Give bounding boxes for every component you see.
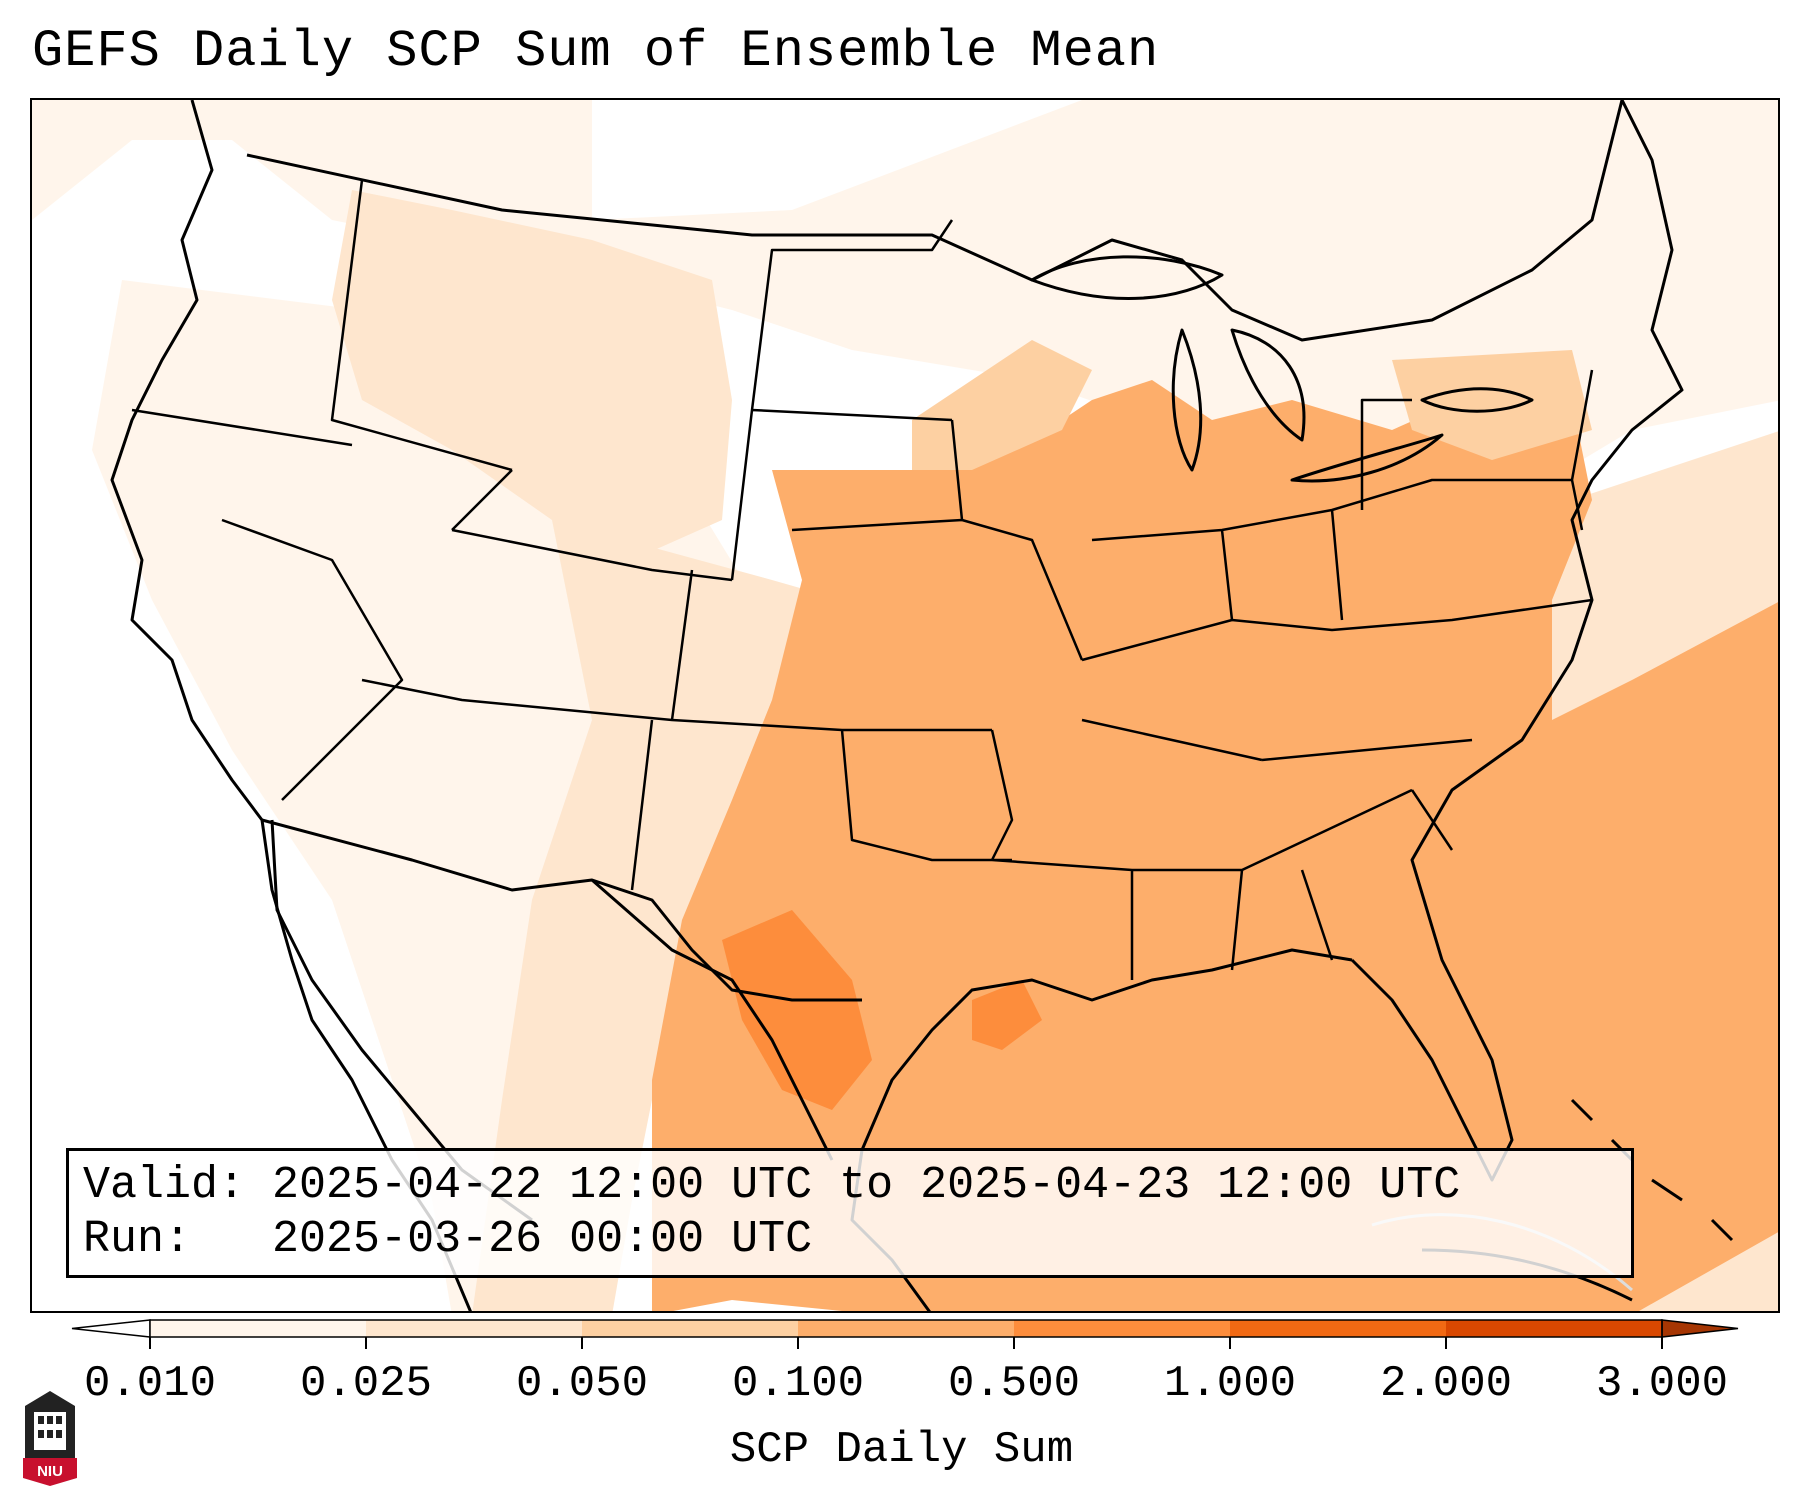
run-label: Run:: [83, 1214, 192, 1265]
lake-huron: [1230, 328, 1306, 442]
colorbar-segment: [150, 1320, 367, 1337]
colorbar-segments: [71, 1319, 1739, 1338]
valid-line: Valid: 2025-04-22 12:00 UTC to 2025-04-2…: [83, 1159, 1631, 1213]
colorbar-segment: [798, 1320, 1015, 1337]
shading-level3-north: [912, 340, 1092, 470]
colorbar-tick-label: 0.100: [732, 1359, 864, 1409]
colorbar-tick-label: 2.000: [1380, 1359, 1512, 1409]
map-title: GEFS Daily SCP Sum of Ensemble Mean: [32, 22, 1160, 81]
run-value: 2025-03-26 00:00 UTC: [272, 1214, 813, 1265]
colorbar-tick-label: 3.000: [1596, 1359, 1728, 1409]
niu-logo: NIU: [23, 1391, 77, 1486]
colorbar-tick-label: 0.025: [300, 1359, 432, 1409]
colorbar-segment: [1446, 1320, 1663, 1337]
colorbar-border: [149, 1319, 1663, 1338]
west-coast: [110, 100, 472, 1311]
boundary-lines: [110, 100, 1734, 1311]
valid-value: 2025-04-22 12:00 UTC to 2025-04-23 12:00…: [272, 1160, 1461, 1211]
colorbar-ticks: 0.010 0.025 0.050 0.100 0.500 1.000 2.000 3.000: [84, 1337, 1728, 1409]
colorbar-segment: [1230, 1320, 1447, 1337]
colorbar-tick-label: 0.050: [516, 1359, 648, 1409]
map-panel: [30, 98, 1780, 1313]
colorbar: 0.010 0.025 0.050 0.100 0.500 1.000 2.000 3.000: [71, 1319, 1739, 1409]
shading-level4-texas: [722, 910, 872, 1110]
colorbar-tick-label: 1.000: [1164, 1359, 1296, 1409]
valid-run-info-box: Valid: 2025-04-22 12:00 UTC to 2025-04-2…: [66, 1148, 1634, 1278]
canada-border: [246, 100, 1624, 342]
colorbar-segment: [582, 1320, 799, 1337]
shading-level3-east: [1392, 350, 1592, 460]
scp-shading: [32, 100, 1778, 1311]
lake-ontario: [1420, 387, 1534, 413]
east-coast: [1350, 100, 1684, 1182]
valid-label: Valid:: [83, 1160, 246, 1211]
mexico-coast: [591, 878, 834, 1161]
mexico-border: [261, 818, 862, 1002]
state-lines: [131, 179, 1594, 980]
shading-level4-gulf: [972, 980, 1042, 1050]
colorbar-segment: [366, 1320, 583, 1337]
colorbar-tick-label: 0.010: [84, 1359, 216, 1409]
colorbar-segment: [1014, 1320, 1231, 1337]
colorbar-extend-high: [1661, 1319, 1739, 1338]
colorbar-tick-label: 0.500: [948, 1359, 1080, 1409]
lake-michigan: [1171, 328, 1203, 472]
logo-text: NIU: [37, 1463, 63, 1480]
lake-superior: [1030, 255, 1224, 300]
scp-map: [32, 100, 1778, 1311]
lake-erie: [1290, 433, 1444, 483]
colorbar-extend-low: [71, 1319, 151, 1338]
shading-level2-rockies: [332, 190, 732, 560]
run-line: Run: 2025-03-26 00:00 UTC: [83, 1213, 1631, 1267]
colorbar-label: SCP Daily Sum: [729, 1425, 1074, 1475]
